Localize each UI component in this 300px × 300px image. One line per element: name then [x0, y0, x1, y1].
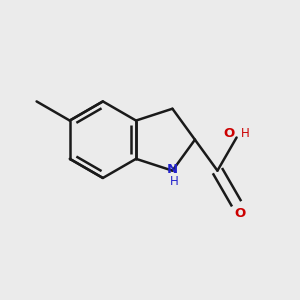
- Text: H: H: [240, 128, 249, 140]
- Text: O: O: [224, 128, 235, 140]
- Text: N: N: [167, 163, 178, 176]
- Text: H: H: [169, 176, 178, 188]
- Text: O: O: [234, 207, 245, 220]
